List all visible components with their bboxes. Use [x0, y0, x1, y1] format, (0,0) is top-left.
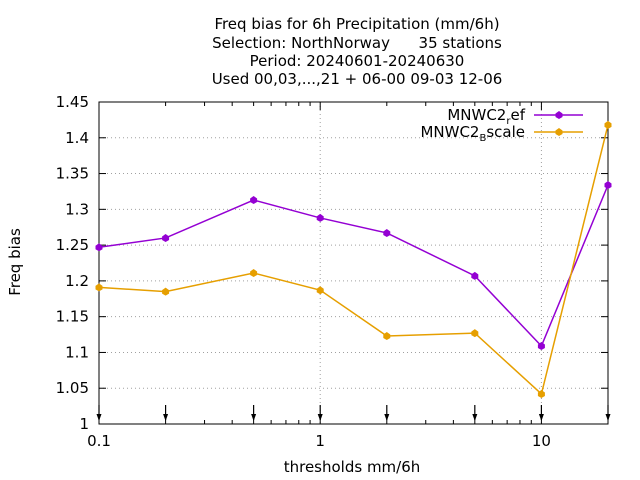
legend-marker	[555, 111, 563, 119]
y-axis-label: Freq bias	[6, 228, 24, 296]
x-axis-label: thresholds mm/6h	[284, 458, 421, 476]
data-point	[383, 228, 391, 237]
data-point	[537, 389, 545, 398]
x-tick-marks	[98, 102, 609, 424]
y-tick-label: 1.15	[56, 308, 89, 326]
x-tick-label: 0.1	[87, 432, 111, 450]
data-point	[383, 331, 391, 340]
y-tick-label: 1.4	[65, 129, 89, 147]
y-tick-marks	[99, 101, 608, 425]
y-tick-label: 1.25	[56, 236, 89, 254]
data-point	[162, 233, 170, 242]
data-point	[604, 181, 612, 190]
bottom-arrow-markers	[96, 405, 611, 421]
legend-marker-series-2	[555, 128, 563, 136]
x-tick-labels: 0.1 1 10	[87, 432, 551, 450]
chart-title-line-4: Used 00,03,...,21 + 06-00 09-03 12-06	[212, 70, 503, 88]
data-point	[95, 243, 103, 252]
series-2	[95, 120, 612, 398]
legend-label-series-2: MNWC2Bscale	[420, 123, 525, 144]
chart-title-line-1: Freq bias for 6h Precipitation (mm/6h)	[214, 15, 499, 33]
data-point	[537, 342, 545, 351]
data-point	[95, 283, 103, 292]
series-layer	[95, 120, 612, 398]
bottom-arrow-head	[317, 414, 323, 421]
plot-border	[98, 101, 609, 425]
bottom-arrow-head	[384, 414, 390, 421]
y-tick-label: 1.05	[56, 379, 89, 397]
x-tick-label: 1	[315, 432, 325, 450]
chart-title-line-2: Selection: NorthNorway 35 stations	[212, 34, 502, 52]
data-point	[250, 269, 258, 278]
data-point	[604, 120, 612, 129]
legend-marker-series-1	[555, 111, 563, 119]
data-point	[316, 286, 324, 295]
y-tick-label: 1.3	[65, 200, 89, 218]
series-1	[95, 181, 612, 351]
y-tick-label: 1	[79, 415, 89, 433]
chart-title-line-3: Period: 20240601-20240630	[250, 52, 465, 70]
legend-marker	[555, 128, 563, 136]
grid-lines	[99, 102, 608, 424]
legend: MNWC2ref MNWC2Bscale	[420, 106, 583, 144]
x-tick-label: 10	[532, 432, 551, 450]
series-line	[98, 184, 609, 348]
data-point	[471, 329, 479, 338]
bottom-arrow-head	[472, 414, 478, 421]
y-tick-label: 1.1	[65, 343, 89, 361]
y-tick-labels: 1 1.05 1.1 1.15 1.2 1.25 1.3 1.35 1.4 1.45	[56, 93, 89, 433]
bottom-arrow-head	[163, 414, 169, 421]
legend-label-series-1: MNWC2ref	[447, 106, 525, 127]
y-tick-label: 1.35	[56, 165, 89, 183]
data-point	[162, 287, 170, 296]
data-point	[471, 271, 479, 280]
y-tick-label: 1.2	[65, 272, 89, 290]
series-line	[98, 124, 609, 396]
y-tick-label: 1.45	[56, 93, 89, 111]
bottom-arrow-head	[538, 414, 544, 421]
data-point	[250, 196, 258, 205]
data-point	[316, 213, 324, 222]
bottom-arrow-head	[251, 414, 257, 421]
